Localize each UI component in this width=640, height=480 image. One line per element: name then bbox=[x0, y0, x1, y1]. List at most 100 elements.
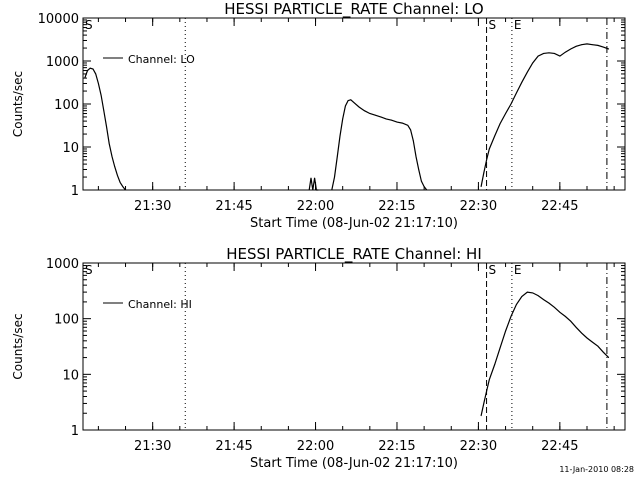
series-point bbox=[98, 83, 99, 84]
series-line bbox=[331, 99, 428, 191]
series-point bbox=[483, 403, 485, 404]
event-marker-label: S bbox=[85, 263, 93, 277]
series-point bbox=[108, 143, 110, 145]
x-tick-label: 22:30 bbox=[460, 439, 497, 454]
series-line bbox=[480, 291, 610, 416]
series-point bbox=[586, 337, 588, 339]
y-tick-label: 10 bbox=[62, 368, 79, 383]
series-point bbox=[423, 186, 425, 188]
event-marker-label: E bbox=[514, 263, 522, 277]
series-point bbox=[526, 71, 528, 73]
x-tick-label: 22:15 bbox=[378, 199, 415, 214]
legend-entry: Channel: HI bbox=[128, 298, 192, 311]
y-axis-label: Counts/sec bbox=[11, 313, 25, 379]
x-tick-label: 21:45 bbox=[215, 439, 252, 454]
series-point bbox=[505, 330, 506, 332]
series-point bbox=[597, 345, 599, 347]
y-axis-label: Counts/sec bbox=[11, 71, 25, 137]
y-tick-label: 1000 bbox=[46, 257, 79, 272]
y-tick-label: 10 bbox=[62, 141, 79, 156]
series-point bbox=[125, 189, 126, 191]
series-point bbox=[499, 347, 501, 349]
series-point bbox=[597, 45, 599, 46]
series-point bbox=[87, 70, 88, 71]
series-point bbox=[119, 182, 121, 183]
series-point bbox=[407, 124, 409, 126]
series-point bbox=[480, 415, 482, 417]
series-point bbox=[103, 110, 105, 112]
series-point bbox=[339, 135, 341, 137]
series-point bbox=[608, 48, 610, 50]
x-tick-label: 21:30 bbox=[134, 439, 171, 454]
series-line bbox=[308, 177, 319, 191]
series-point bbox=[331, 189, 333, 191]
series-point bbox=[532, 62, 534, 64]
series-point bbox=[84, 77, 86, 79]
series-point bbox=[111, 156, 113, 157]
y-tick-label: 100 bbox=[54, 313, 79, 328]
series-point bbox=[548, 302, 550, 304]
series-point bbox=[316, 189, 317, 191]
series-line bbox=[480, 43, 609, 187]
series-point bbox=[608, 357, 610, 358]
chart-title: HESSI PARTICLE_RATE Channel: LO bbox=[224, 0, 483, 19]
y-tick-label: 1 bbox=[71, 424, 79, 439]
series-point bbox=[483, 172, 485, 174]
series-point bbox=[89, 67, 91, 69]
series-point bbox=[575, 326, 577, 328]
series-point bbox=[358, 106, 360, 108]
event-marker-label: E bbox=[514, 18, 522, 32]
series-point bbox=[602, 46, 604, 48]
x-tick-label: 22:15 bbox=[378, 439, 415, 454]
series-point bbox=[543, 299, 544, 300]
series-point bbox=[353, 101, 354, 103]
series-point bbox=[100, 94, 102, 96]
series-point bbox=[95, 73, 97, 75]
x-tick-label: 22:30 bbox=[460, 199, 497, 214]
series-line bbox=[84, 67, 126, 191]
series-point bbox=[602, 351, 604, 353]
series-point bbox=[486, 159, 487, 161]
series-point bbox=[310, 177, 312, 179]
series-point bbox=[364, 110, 365, 112]
series-point bbox=[548, 52, 550, 54]
series-point bbox=[581, 332, 582, 334]
chart-title: HESSI PARTICLE_RATE Channel: HI bbox=[226, 245, 482, 264]
event-marker-label: S bbox=[489, 18, 497, 32]
legend-entry: Channel: LO bbox=[128, 53, 195, 66]
x-tick-label: 22:45 bbox=[541, 439, 578, 454]
series-point bbox=[586, 43, 588, 45]
series-point bbox=[426, 189, 428, 191]
series-point bbox=[592, 341, 593, 343]
series-point bbox=[559, 311, 561, 313]
series-point bbox=[516, 92, 517, 94]
series-point bbox=[92, 68, 94, 70]
series-point bbox=[499, 123, 501, 124]
y-tick-label: 1 bbox=[71, 184, 79, 199]
series-point bbox=[380, 116, 382, 118]
series-point bbox=[564, 51, 566, 53]
series-point bbox=[526, 291, 528, 293]
series-point bbox=[402, 122, 403, 124]
series-point bbox=[581, 44, 582, 46]
series-point bbox=[334, 176, 335, 178]
x-tick-label: 22:00 bbox=[297, 199, 334, 214]
series-point bbox=[374, 114, 376, 116]
series-point bbox=[510, 316, 512, 317]
series-point bbox=[564, 316, 566, 317]
series-point bbox=[412, 140, 414, 142]
x-tick-label: 21:45 bbox=[215, 199, 252, 214]
series-point bbox=[559, 55, 561, 57]
series-point bbox=[317, 189, 319, 191]
event-marker-label: S bbox=[489, 263, 497, 277]
series-point bbox=[521, 296, 523, 297]
x-tick-label: 22:45 bbox=[541, 199, 578, 214]
series-point bbox=[488, 379, 490, 381]
y-tick-label: 10000 bbox=[38, 12, 79, 27]
x-tick-label: 22:00 bbox=[297, 439, 334, 454]
series-point bbox=[350, 99, 352, 101]
series-point bbox=[494, 364, 496, 365]
plot-frame bbox=[82, 262, 626, 431]
series-point bbox=[415, 156, 417, 157]
